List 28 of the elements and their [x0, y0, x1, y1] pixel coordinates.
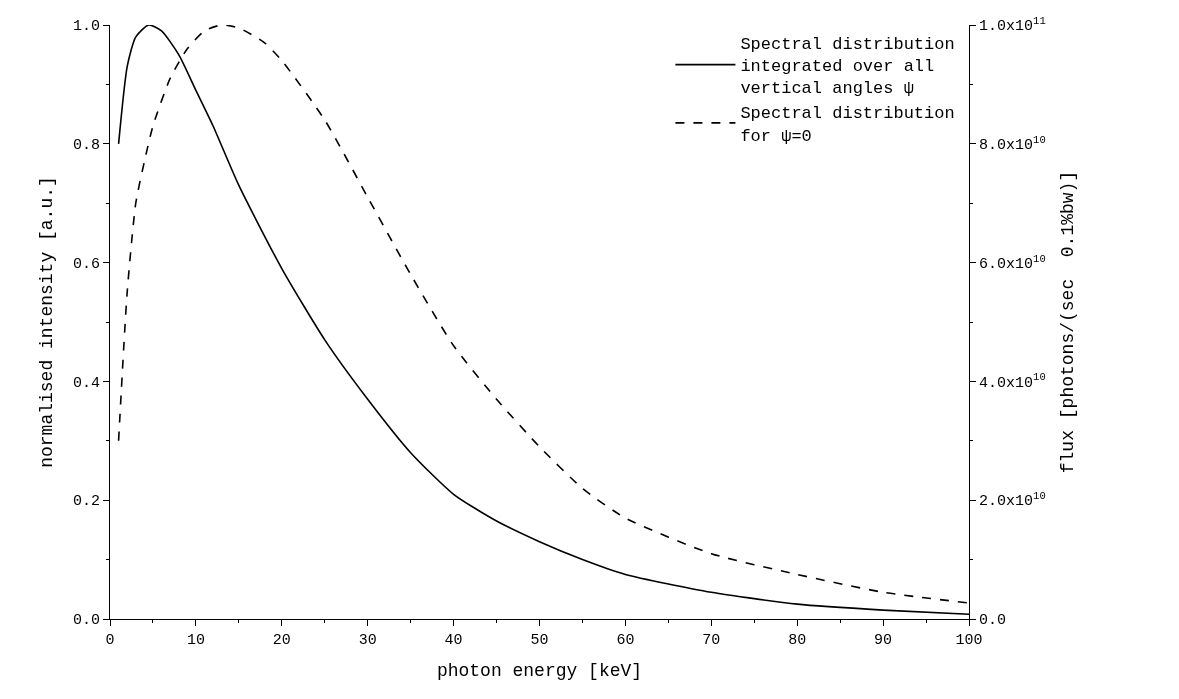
y2-tick-label: 4.0x10$^{10}$: [979, 371, 1046, 392]
y2-axis-title: flux [photons/(sec 0.1%bw)]: [1057, 170, 1078, 474]
x-tick-label: 80: [788, 632, 807, 650]
x-tick-label: 90: [874, 632, 893, 650]
y-tick-label: 0.4: [72, 374, 100, 392]
x-tick-label: 50: [530, 632, 549, 650]
y-tick-label: 1.0: [72, 18, 100, 36]
legend-label: Spectral distribution integrated over all vertical angles ψ: [740, 35, 955, 99]
x-tick-label: 0: [105, 632, 115, 650]
y-axis-title: normalised intensity [a.u.]: [37, 176, 58, 468]
x-tick-label: 70: [702, 632, 721, 650]
x-tick-label: 100: [955, 632, 983, 650]
x-tick-label: 40: [444, 632, 463, 650]
x-tick-label: 20: [272, 632, 291, 650]
y-tick-label: 0.6: [72, 255, 100, 273]
x-tick-label: 30: [358, 632, 377, 650]
y-tick-label: 0.8: [72, 137, 100, 155]
y-tick-label: 0.2: [72, 493, 100, 511]
y2-tick-label: 2.0x10$^{10}$: [979, 490, 1046, 511]
legend-label: Spectral distribution for ψ=0: [740, 104, 955, 146]
x-tick-label: 60: [616, 632, 635, 650]
y2-tick-label: 0.0: [979, 612, 1007, 630]
x-axis-title: photon energy [keV]: [436, 661, 643, 682]
x-tick-label: 10: [186, 632, 205, 650]
y2-tick-label: 6.0x10$^{10}$: [979, 252, 1046, 273]
y2-tick-label: 8.0x10$^{10}$: [979, 133, 1046, 155]
y2-tick-label: 1.0x10$^{11}$: [979, 14, 1046, 36]
y-tick-label: 0.0: [72, 612, 100, 630]
